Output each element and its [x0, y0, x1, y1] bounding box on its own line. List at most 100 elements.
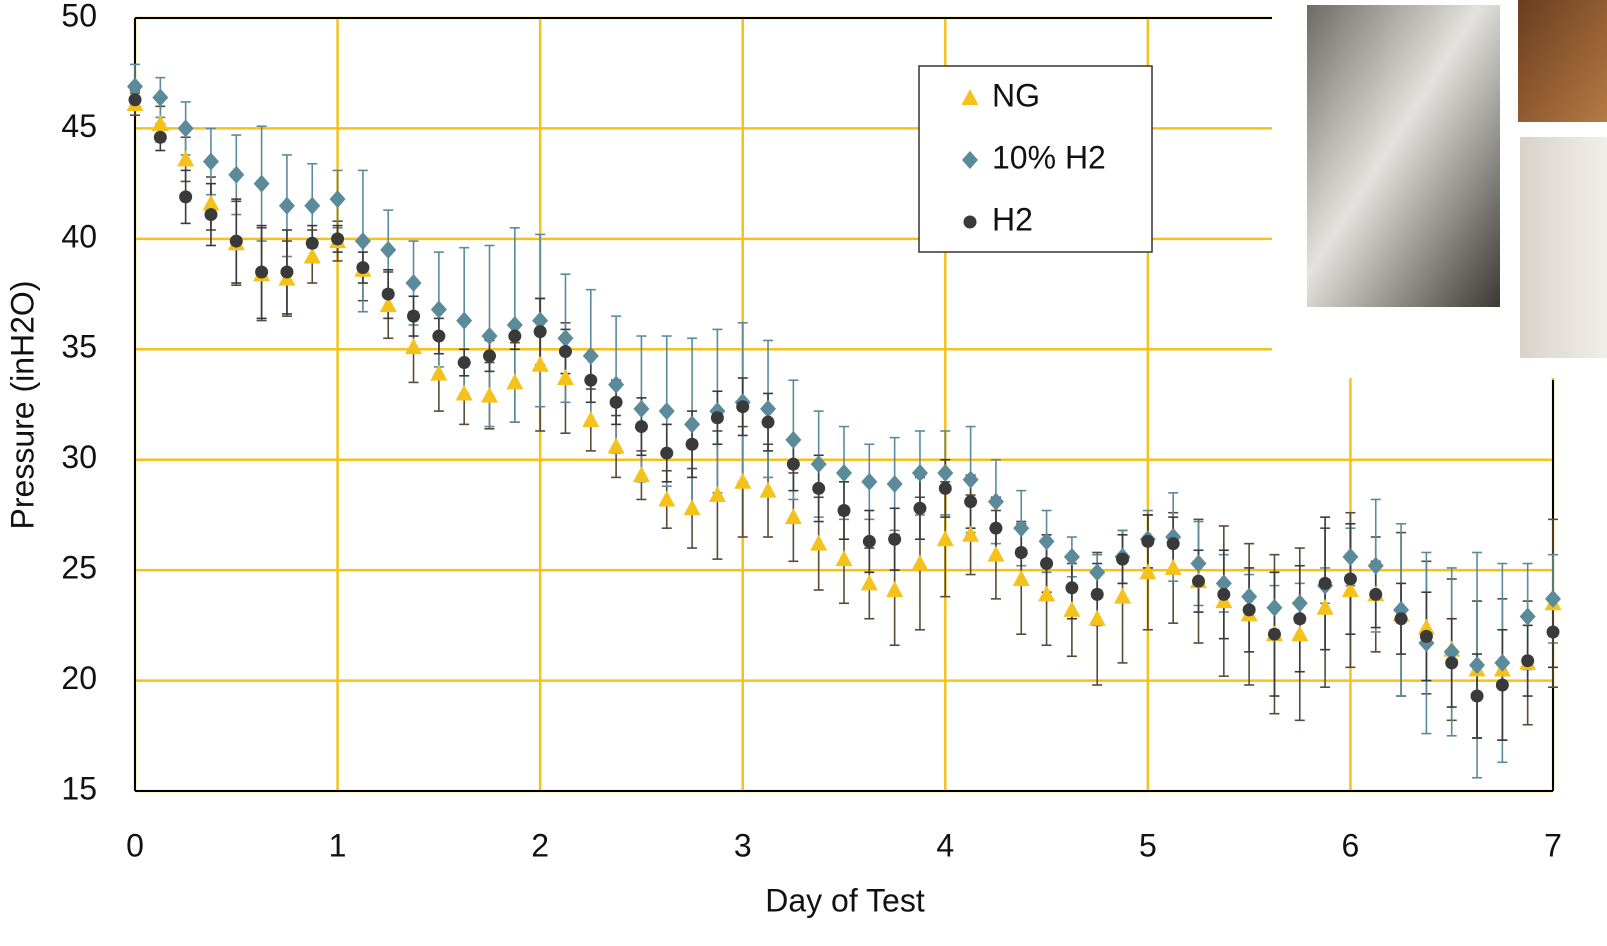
marker — [379, 296, 397, 313]
marker — [861, 472, 878, 491]
marker — [1040, 557, 1054, 571]
marker — [989, 521, 1003, 535]
legend-label: H2 — [992, 201, 1033, 237]
marker — [608, 375, 625, 394]
marker — [607, 437, 625, 454]
marker — [660, 446, 674, 460]
marker — [1417, 618, 1435, 635]
marker — [481, 386, 498, 403]
marker — [913, 501, 927, 515]
x-tick-label: 6 — [1342, 827, 1360, 863]
marker — [734, 472, 752, 489]
marker — [127, 77, 143, 96]
marker — [1266, 598, 1283, 617]
marker — [356, 261, 370, 275]
marker — [1519, 607, 1536, 626]
y-tick-label: 45 — [61, 108, 97, 144]
marker — [810, 534, 828, 551]
y-tick-label: 30 — [61, 439, 97, 475]
marker — [1114, 587, 1132, 604]
marker — [329, 190, 346, 209]
marker — [1164, 558, 1182, 575]
x-tick-label: 2 — [531, 827, 549, 863]
marker — [1367, 556, 1384, 575]
marker — [761, 415, 775, 429]
marker — [1291, 625, 1309, 642]
marker — [760, 399, 777, 418]
marker — [961, 89, 979, 105]
y-axis-label: Pressure (inH2O) — [4, 281, 40, 530]
legend-box — [918, 65, 1153, 253]
marker — [1318, 576, 1332, 590]
marker — [456, 311, 473, 330]
marker — [557, 329, 574, 348]
marker — [1065, 581, 1079, 595]
legend-label: 10% H2 — [992, 139, 1106, 175]
marker — [381, 287, 395, 301]
marker — [506, 315, 523, 334]
x-tick-label: 3 — [734, 827, 752, 863]
marker — [1394, 612, 1408, 626]
marker — [128, 93, 142, 107]
marker — [255, 265, 269, 279]
marker — [405, 274, 422, 293]
marker — [531, 355, 549, 372]
marker — [1088, 609, 1106, 626]
marker — [354, 232, 371, 251]
marker — [962, 470, 979, 489]
marker — [405, 338, 423, 355]
marker — [1012, 569, 1030, 586]
x-tick-label: 1 — [329, 827, 347, 863]
marker — [204, 208, 218, 222]
marker — [1267, 627, 1281, 641]
marker — [582, 346, 599, 365]
marker — [1063, 600, 1081, 617]
photo — [1520, 137, 1607, 358]
marker — [784, 508, 802, 525]
marker — [280, 265, 294, 279]
marker — [1341, 581, 1359, 598]
marker — [785, 430, 802, 449]
marker — [556, 368, 574, 385]
y-tick-label: 50 — [61, 0, 97, 33]
marker — [936, 530, 954, 547]
marker — [963, 215, 977, 229]
marker — [582, 410, 600, 427]
marker — [786, 457, 800, 471]
marker — [1470, 689, 1484, 703]
marker — [683, 499, 701, 516]
marker — [685, 437, 699, 451]
marker — [736, 400, 750, 414]
marker — [1241, 587, 1258, 606]
marker — [810, 455, 827, 474]
marker — [1342, 547, 1359, 566]
y-tick-label: 40 — [61, 218, 97, 254]
marker — [837, 504, 851, 518]
marker — [632, 466, 650, 483]
legend-label: NG — [992, 77, 1040, 113]
y-tick-label: 25 — [61, 550, 97, 586]
marker — [584, 373, 598, 387]
marker — [886, 581, 904, 598]
marker — [888, 532, 902, 546]
marker — [1038, 532, 1055, 551]
marker — [937, 463, 954, 482]
marker — [1242, 603, 1256, 617]
marker — [812, 481, 826, 495]
marker — [508, 329, 522, 343]
marker — [202, 152, 219, 171]
marker — [1014, 545, 1028, 559]
marker — [609, 395, 623, 409]
marker — [1192, 574, 1205, 588]
marker — [1469, 656, 1486, 675]
legend: NG 10% H2 H2 — [918, 65, 1153, 253]
marker — [1343, 572, 1357, 586]
marker — [1545, 589, 1561, 608]
marker — [759, 481, 777, 498]
marker — [177, 119, 194, 138]
marker — [1116, 552, 1130, 566]
marker — [911, 463, 928, 482]
marker — [305, 236, 319, 250]
marker — [1063, 547, 1080, 566]
